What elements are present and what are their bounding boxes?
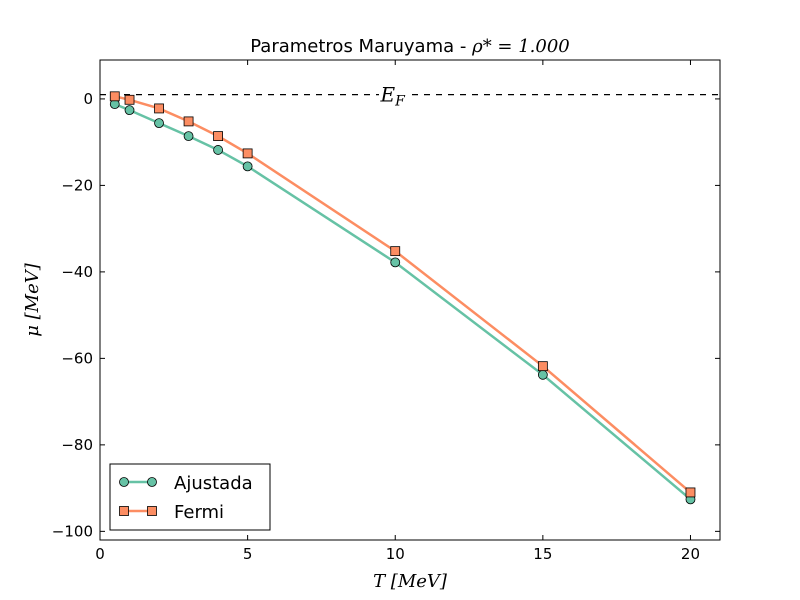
plot-area [99, 59, 721, 541]
data-point [390, 257, 401, 268]
data-point [213, 145, 223, 155]
data-point [213, 131, 223, 142]
reference-label-bg [379, 82, 411, 107]
data-point [154, 103, 164, 114]
series-ajustada [109, 99, 696, 505]
series-group [109, 91, 696, 505]
legend-label: Ajustada [174, 473, 253, 494]
legend-marker [119, 506, 129, 516]
legend-marker [119, 477, 129, 487]
legend-marker [147, 506, 157, 516]
y-tick-label: −20 [61, 176, 93, 194]
y-tick-label: −80 [61, 436, 93, 454]
data-point [183, 116, 194, 127]
data-point [242, 148, 253, 159]
data-point [124, 105, 135, 116]
data-point [537, 369, 548, 380]
x-tick-label: 5 [243, 545, 253, 563]
data-point [124, 94, 135, 105]
y-tick-label: 0 [83, 90, 93, 108]
legend: Ajustada Fermi [109, 463, 271, 531]
legend-item-ajustada: Ajustada [119, 473, 253, 494]
x-tick-label: 20 [681, 545, 700, 563]
chart-title: Parametros Maruyama - ρ* = 1.000 [250, 36, 570, 57]
legend-frame [109, 463, 271, 531]
fermi-energy-reference: EF [100, 82, 720, 110]
legend-marker [147, 477, 157, 487]
data-point [109, 91, 120, 102]
data-point [183, 131, 194, 142]
data-point [154, 118, 164, 129]
y-tick-label: −40 [61, 263, 93, 281]
x-tick-label: 0 [95, 545, 105, 563]
axis-ticks: 0 5 10 15 20 0 −20 −40 −60 −80 −100 [52, 60, 720, 563]
reference-label: EF [379, 83, 406, 110]
legend-label: Fermi [174, 502, 224, 523]
y-tick-label: −100 [52, 522, 93, 540]
y-tick-label: −60 [61, 349, 93, 367]
data-point [537, 361, 548, 372]
x-axis-label: T [MeV] [373, 571, 448, 592]
data-point [390, 246, 401, 257]
y-axis-label: μ [MeV] [22, 262, 43, 337]
legend-item-fermi: Fermi [119, 502, 224, 523]
data-point [242, 161, 253, 172]
series-fermi [109, 91, 696, 498]
data-point [685, 487, 696, 498]
x-tick-label: 10 [386, 545, 405, 563]
x-tick-label: 15 [533, 545, 552, 563]
